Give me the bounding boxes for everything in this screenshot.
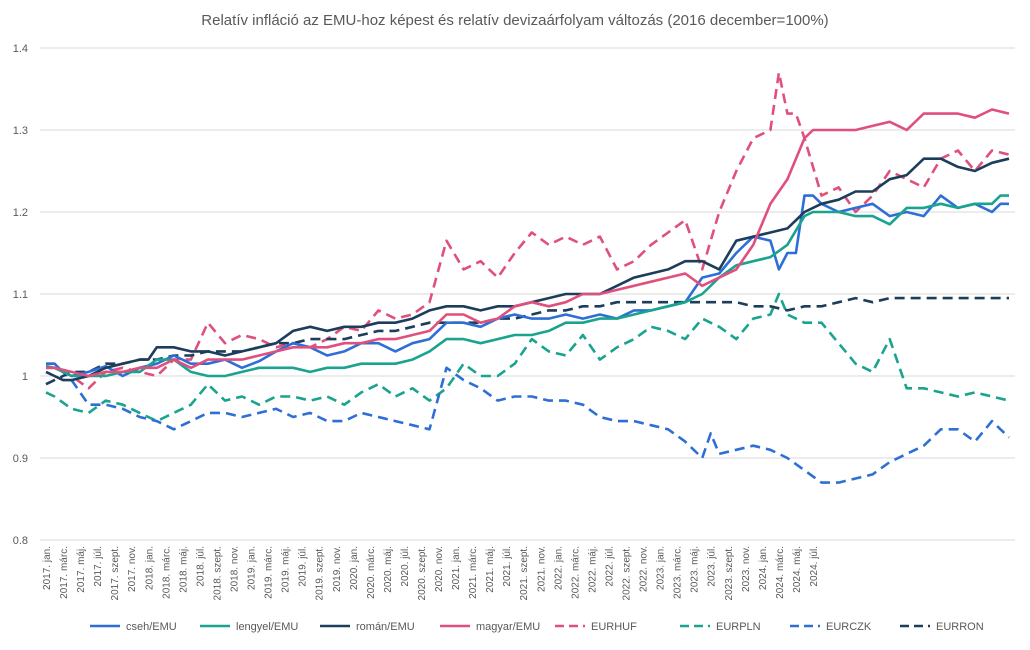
legend-label: román/EMU <box>356 621 415 633</box>
y-tick-label: 1.1 <box>13 289 28 301</box>
x-tick-label: 2021. jan. <box>451 546 462 590</box>
x-tick-label: 2023. márc. <box>673 546 684 599</box>
x-tick-label: 2017. nov. <box>127 546 138 592</box>
series-line-eurhuf <box>46 71 1010 390</box>
x-tick-label: 2020. jan. <box>349 546 360 590</box>
legend-label: cseh/EMU <box>126 621 177 633</box>
y-tick-label: 1.3 <box>13 125 28 137</box>
legend-label: EURRON <box>936 621 984 633</box>
x-tick-label: 2024. máj. <box>792 546 803 593</box>
gridlines <box>40 47 1015 541</box>
legend: cseh/EMU lengyel/EMU román/EMU magyar/EMU EU… <box>90 621 984 633</box>
series-line-cseh-emu <box>46 194 1009 378</box>
series-line-lengyel-emu <box>45 194 1009 378</box>
series-line-eurczk <box>46 362 1010 484</box>
y-tick-label: 1 <box>22 371 28 383</box>
series-line-rom-n-emu <box>45 157 1010 382</box>
x-tick-label: 2022. jan. <box>553 546 564 590</box>
series-lines <box>45 71 1010 484</box>
x-tick-label: 2017. máj. <box>76 546 87 593</box>
x-tick-label: 2024. júl. <box>809 546 820 587</box>
y-tick-label: 0.8 <box>13 535 28 547</box>
x-axis-ticks: 2017. jan. 2017. márc. 2017. máj. 2017. júl… <box>42 546 820 600</box>
x-tick-label: 2022. júl. <box>604 546 615 587</box>
x-tick-label: 2021. márc. <box>468 546 479 599</box>
x-tick-label: 2022. márc. <box>570 546 581 599</box>
x-tick-label: 2023. máj. <box>690 546 701 593</box>
x-tick-label: 2018. júl. <box>195 546 206 587</box>
x-tick-label: 2024. jan. <box>758 546 769 590</box>
x-tick-label: 2022. nov. <box>639 546 650 592</box>
x-tick-label: 2018. nov. <box>229 546 240 592</box>
x-tick-label: 2024. márc. <box>775 546 786 599</box>
x-tick-label: 2017. márc. <box>59 546 70 599</box>
x-tick-label: 2019. nov. <box>332 546 343 592</box>
x-tick-label: 2020. szept. <box>417 546 428 600</box>
x-tick-label: 2019. jan. <box>247 546 258 590</box>
x-tick-label: 2019. júl. <box>298 546 309 587</box>
legend-label: EURHUF <box>591 621 637 633</box>
y-axis-ticks: 0.8 0.9 1 1.1 1.2 1.3 1.4 <box>13 43 28 547</box>
x-tick-label: 2017. jan. <box>42 546 53 590</box>
x-tick-label: 2019. szept. <box>315 546 326 600</box>
x-tick-label: 2020. márc. <box>366 546 377 599</box>
y-tick-label: 1.4 <box>13 43 28 55</box>
x-tick-label: 2018. szept. <box>212 546 223 600</box>
x-tick-label: 2018. márc. <box>161 546 172 599</box>
x-tick-label: 2019. máj. <box>281 546 292 593</box>
x-tick-label: 2021. máj. <box>485 546 496 593</box>
x-tick-label: 2021. júl. <box>502 546 513 587</box>
x-tick-label: 2022. szept. <box>622 546 633 600</box>
x-tick-label: 2018. máj. <box>178 546 189 593</box>
legend-label: lengyel/EMU <box>236 621 298 633</box>
series-line-magyar-emu <box>46 108 1010 378</box>
legend-label: EURCZK <box>826 621 872 633</box>
legend-label: EURPLN <box>716 621 761 633</box>
legend-label: magyar/EMU <box>476 621 540 633</box>
x-tick-label: 2018. jan. <box>144 546 155 590</box>
series-line-eurpln <box>45 292 1010 423</box>
y-tick-label: 0.9 <box>13 453 28 465</box>
y-tick-label: 1.2 <box>13 207 28 219</box>
x-tick-label: 2023. jan. <box>656 546 667 590</box>
x-tick-label: 2020. júl. <box>400 546 411 587</box>
x-tick-label: 2020. nov. <box>434 546 445 592</box>
x-tick-label: 2021. szept. <box>519 546 530 600</box>
x-tick-label: 2017. szept. <box>110 546 121 600</box>
x-tick-label: 2022. máj. <box>587 546 598 593</box>
x-tick-label: 2023. szept. <box>724 546 735 600</box>
x-tick-label: 2020. máj. <box>383 546 394 593</box>
x-tick-label: 2019. márc. <box>264 546 275 599</box>
x-tick-label: 2021. nov. <box>536 546 547 592</box>
x-tick-label: 2023. júl. <box>707 546 718 587</box>
x-tick-label: 2017. júl. <box>93 546 104 587</box>
chart-title: Relatív infláció az EMU-hoz képest és re… <box>201 12 829 29</box>
x-tick-label: 2023. nov. <box>741 546 752 592</box>
